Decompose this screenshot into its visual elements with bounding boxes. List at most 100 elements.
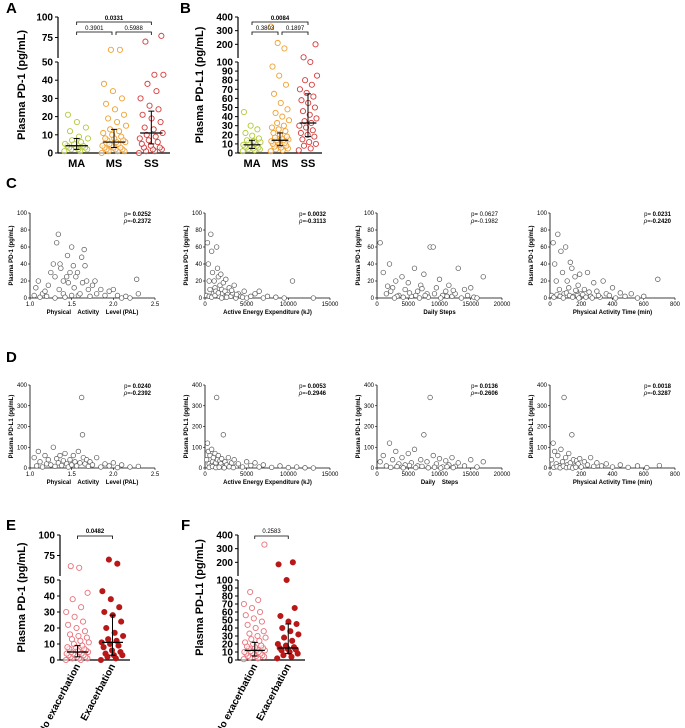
data-point [73, 119, 80, 126]
data-point [307, 58, 314, 66]
data-point [111, 106, 119, 113]
y-axis-label: Plasma PD-1 (pg/mL) [184, 225, 190, 285]
y-tick-label: 0 [199, 466, 203, 472]
y-tick-label: 40 [44, 592, 56, 603]
data-point [61, 148, 68, 155]
data-point [617, 290, 623, 296]
data-point [247, 588, 254, 596]
rho-label: ρ= [643, 391, 651, 397]
data-point [224, 294, 230, 300]
data-point [312, 140, 319, 147]
data-point [311, 104, 318, 111]
rho-label: ρ= [298, 219, 306, 225]
p-value: 0.0018 [651, 384, 672, 390]
data-point [296, 86, 303, 93]
y-tick-label: 100 [537, 445, 548, 451]
y-tick-label: 0 [24, 466, 28, 472]
data-point [52, 463, 58, 469]
data-point [430, 244, 436, 250]
rho-value: -0.2392 [131, 391, 152, 397]
y-tick-label: 20 [20, 279, 27, 285]
data-point [239, 294, 246, 300]
p-value-text: p= 0.0018 [644, 384, 672, 390]
x-tick-label: 0 [548, 302, 552, 308]
x-tick-label: 5000 [240, 302, 254, 308]
data-point [214, 244, 220, 250]
data-point [587, 454, 594, 461]
data-point [139, 111, 146, 118]
data-point [589, 295, 595, 301]
data-point [123, 122, 130, 129]
data-point [223, 276, 229, 282]
y-tick-label: 30 [222, 632, 234, 643]
data-point [282, 81, 290, 88]
data-point [135, 463, 141, 469]
x-tick-label: 800 [670, 302, 681, 308]
data-point [135, 291, 141, 297]
data-point [248, 604, 256, 612]
data-point [552, 261, 558, 267]
data-point [252, 460, 258, 466]
y-tick-label: 70 [222, 85, 234, 96]
data-point [558, 446, 564, 452]
data-point [575, 282, 581, 288]
data-point [34, 463, 40, 469]
data-point [118, 133, 125, 140]
data-point [156, 144, 163, 151]
data-point [94, 454, 100, 461]
data-point [151, 71, 158, 78]
data-point [256, 288, 262, 294]
data-point [603, 461, 609, 467]
p-label: p= [299, 384, 306, 390]
data-point [155, 106, 162, 113]
scatter-D2: 0 100 200 300 400 0 5000 10000 15000 Plasma PD-L1… [184, 383, 339, 486]
data-point [269, 464, 275, 471]
y-tick-label: 0 [199, 296, 203, 302]
rho-label: ρ= [643, 219, 651, 225]
x-tick-label: 600 [639, 302, 650, 308]
rho-value-text: ρ=-0.2606 [470, 391, 499, 397]
data-point [117, 648, 124, 656]
comparison-bracket [76, 31, 113, 35]
data-point [110, 460, 116, 466]
data-point [99, 142, 106, 149]
x-tick-label: MA [68, 158, 85, 170]
data-point [114, 560, 121, 567]
data-point [107, 46, 114, 53]
data-point [105, 115, 112, 122]
data-point [76, 564, 83, 571]
comparison-bracket [115, 31, 152, 35]
rho-value: -0.2606 [478, 391, 499, 397]
p-label: p= [124, 384, 131, 390]
y-tick-label: 80 [367, 228, 374, 234]
data-point [430, 452, 436, 459]
rho-label: ρ= [123, 219, 131, 225]
y-tick-label: 60 [367, 245, 374, 251]
data-point [246, 630, 253, 637]
data-point [573, 287, 579, 294]
data-point [94, 291, 100, 297]
y-axis-label: Plasma PD-1 (pg/mL) [16, 30, 28, 140]
rho-label: ρ= [470, 391, 478, 397]
data-point [50, 444, 56, 450]
data-point [136, 135, 143, 142]
rho-value: -0.2420 [651, 219, 672, 225]
x-tick-label: 1.5 [67, 472, 76, 478]
data-point [231, 282, 237, 288]
comparison-bracket [76, 21, 152, 25]
data-point [146, 102, 153, 109]
x-tick-label: 0 [548, 472, 552, 478]
data-point [70, 452, 76, 459]
x-tick-label: 5000 [402, 472, 416, 478]
data-point [221, 465, 227, 471]
data-point [303, 124, 310, 131]
data-point [154, 139, 161, 146]
x-tick-label: 0 [375, 302, 379, 308]
data-point [102, 292, 108, 299]
data-point [641, 293, 647, 299]
y-tick-label: 100 [537, 211, 548, 217]
scatter-D1: 0 100 200 300 400 1.0 1.5 2.0 2.5 Plasma PD-L1 (p… [9, 383, 160, 486]
data-point [77, 139, 85, 146]
